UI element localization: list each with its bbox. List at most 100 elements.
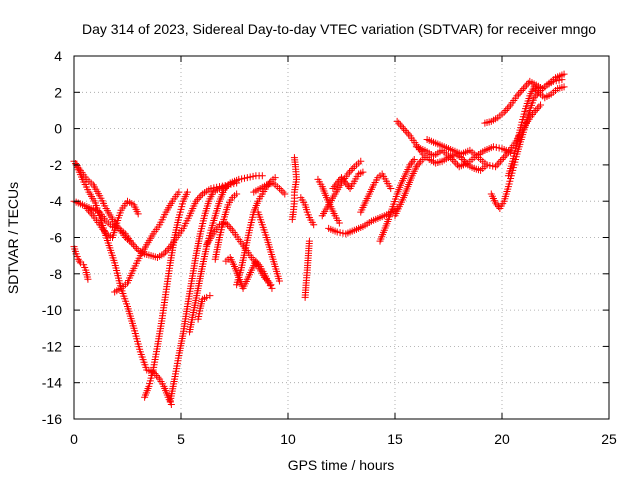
data-point bbox=[347, 166, 355, 174]
data-point bbox=[76, 259, 84, 267]
data-point bbox=[154, 373, 162, 381]
data-point bbox=[195, 194, 203, 202]
data-point bbox=[447, 154, 455, 162]
data-point bbox=[271, 174, 279, 182]
data-point bbox=[500, 108, 508, 116]
data-point bbox=[535, 103, 543, 111]
series-15 bbox=[254, 208, 283, 285]
series-7 bbox=[141, 188, 191, 401]
data-point bbox=[310, 221, 318, 229]
data-point bbox=[275, 277, 283, 285]
data-point bbox=[197, 192, 205, 200]
data-point bbox=[359, 168, 367, 176]
series-6 bbox=[111, 188, 183, 296]
data-point bbox=[489, 143, 497, 151]
data-point bbox=[344, 170, 352, 178]
series-19 bbox=[301, 237, 313, 301]
data-point bbox=[343, 181, 351, 189]
data-point bbox=[513, 92, 521, 100]
series-5 bbox=[83, 197, 142, 241]
y-tick-label: -2 bbox=[50, 157, 63, 173]
series-30 bbox=[481, 70, 568, 127]
x-tick-label: 25 bbox=[601, 431, 617, 447]
data-point bbox=[288, 215, 296, 223]
data-point bbox=[335, 219, 343, 227]
series-13 bbox=[222, 253, 276, 292]
data-point bbox=[404, 130, 412, 138]
data-point bbox=[357, 157, 365, 165]
data-point bbox=[495, 144, 503, 152]
y-tick-label: -14 bbox=[42, 375, 62, 391]
series-16 bbox=[250, 179, 289, 198]
series-25 bbox=[376, 155, 418, 245]
data-point bbox=[84, 275, 92, 283]
data-point bbox=[523, 81, 531, 89]
data-point bbox=[494, 203, 502, 211]
data-point bbox=[533, 86, 541, 94]
series-23 bbox=[329, 168, 367, 192]
data-point bbox=[560, 83, 568, 91]
data-point bbox=[409, 157, 417, 165]
data-point bbox=[401, 126, 409, 134]
x-tick-label: 20 bbox=[494, 431, 510, 447]
data-point bbox=[277, 186, 285, 194]
data-point bbox=[227, 224, 235, 232]
x-tick-label: 0 bbox=[70, 431, 78, 447]
data-point bbox=[133, 244, 141, 252]
data-point bbox=[131, 243, 139, 251]
data-point bbox=[279, 188, 287, 196]
data-point bbox=[555, 76, 563, 84]
series-10 bbox=[194, 292, 214, 323]
data-point bbox=[161, 248, 169, 256]
data-point bbox=[530, 83, 538, 91]
series-17 bbox=[288, 154, 301, 223]
data-point bbox=[496, 157, 504, 165]
data-point bbox=[453, 161, 461, 169]
data-point bbox=[207, 184, 215, 192]
data-point bbox=[233, 190, 241, 198]
data-point bbox=[339, 175, 347, 183]
data-point bbox=[240, 174, 248, 182]
data-point bbox=[502, 106, 510, 114]
x-tick-label: 10 bbox=[280, 431, 296, 447]
data-point bbox=[515, 90, 523, 98]
data-point bbox=[301, 293, 309, 301]
data-point bbox=[194, 195, 202, 203]
data-point bbox=[501, 152, 509, 160]
y-tick-label: 0 bbox=[54, 121, 62, 137]
data-point bbox=[395, 119, 403, 127]
axis-ticks: 0 5 10 15 20 25 -16 -14 -12 -10 -8 -6 -4 -2 0 2 4 bbox=[42, 48, 617, 447]
data-point bbox=[533, 105, 541, 113]
data-point bbox=[500, 154, 508, 162]
data-point bbox=[524, 79, 532, 87]
data-point bbox=[516, 88, 524, 96]
series-12 bbox=[211, 190, 241, 263]
data-point bbox=[345, 183, 353, 191]
y-axis-title: SDTVAR / TECUs bbox=[5, 182, 21, 294]
data-point bbox=[518, 86, 526, 94]
data-point bbox=[537, 101, 545, 109]
data-point bbox=[412, 163, 420, 171]
data-point bbox=[552, 77, 560, 85]
data-point bbox=[255, 261, 263, 269]
data-point bbox=[128, 239, 136, 247]
data-point bbox=[86, 208, 94, 216]
data-point bbox=[333, 179, 341, 187]
data-point bbox=[342, 179, 350, 187]
data-point bbox=[530, 108, 538, 116]
data-point bbox=[206, 292, 214, 300]
data-point bbox=[483, 161, 491, 169]
data-point bbox=[84, 206, 92, 214]
data-point bbox=[414, 161, 422, 169]
data-point bbox=[398, 123, 406, 131]
series-8 bbox=[166, 183, 230, 405]
data-point bbox=[175, 188, 183, 196]
data-point bbox=[225, 181, 233, 189]
data-point bbox=[167, 400, 175, 408]
y-tick-label: -12 bbox=[42, 338, 62, 354]
data-point bbox=[503, 150, 511, 158]
data-point bbox=[75, 257, 83, 265]
data-point bbox=[530, 94, 538, 102]
data-point bbox=[332, 181, 340, 189]
data-point bbox=[258, 172, 266, 180]
